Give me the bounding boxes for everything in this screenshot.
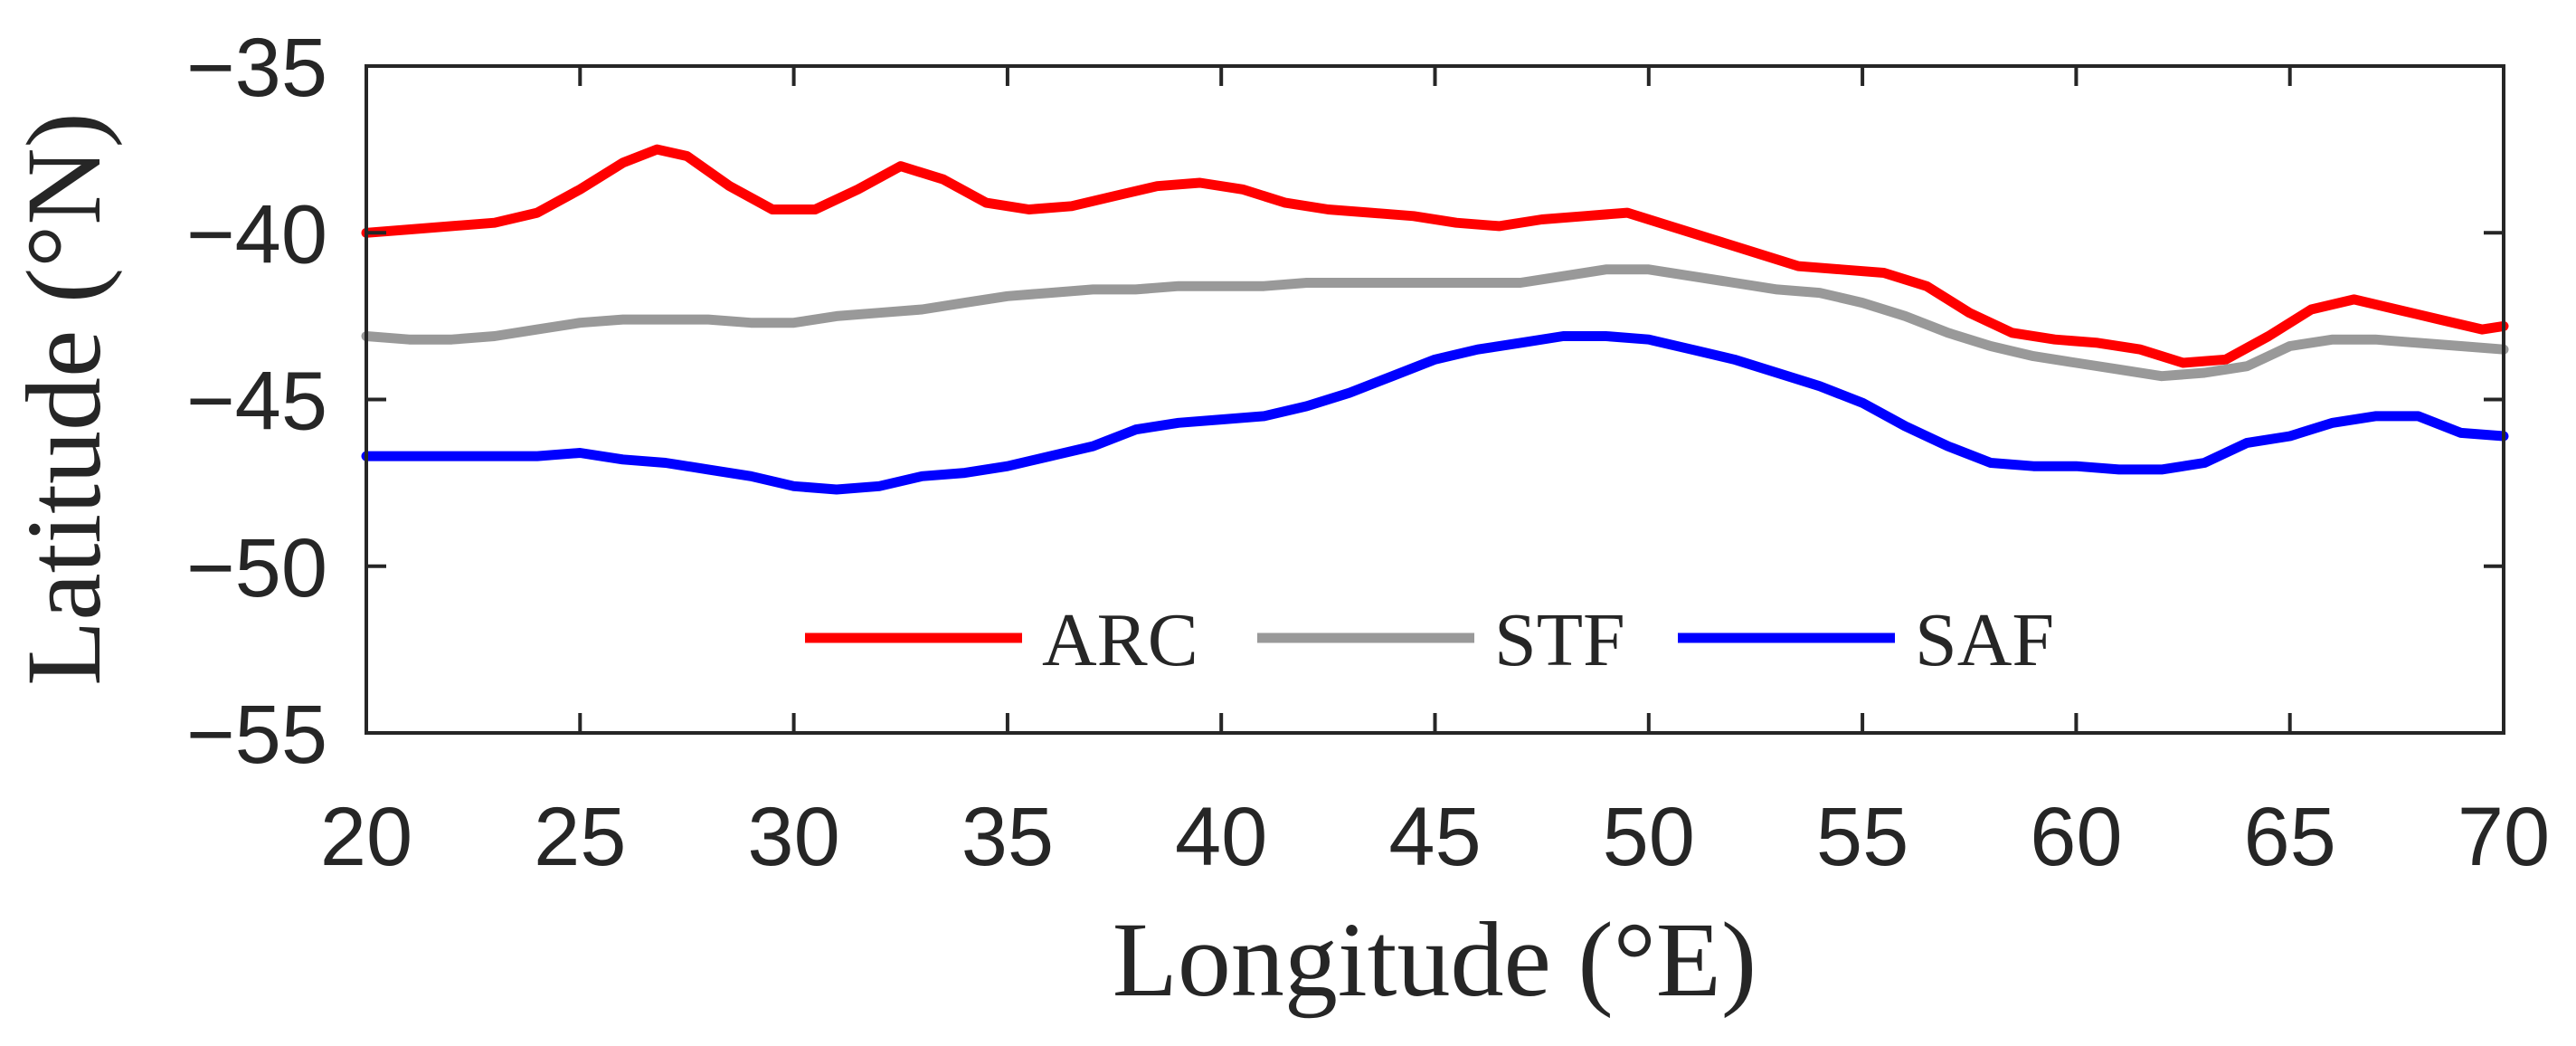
series-line-stf <box>361 264 2509 382</box>
x-tick-label: 65 <box>2244 791 2336 883</box>
x-tick-label: 25 <box>534 791 626 883</box>
y-axis-title: Latitude (°N) <box>5 112 123 686</box>
x-tick-label: 45 <box>1388 791 1481 883</box>
x-tick-label: 60 <box>2030 791 2122 883</box>
x-tick-label: 20 <box>320 791 412 883</box>
x-tick-label: 35 <box>961 791 1054 883</box>
y-tick-label: −45 <box>186 356 327 448</box>
series-line-saf <box>361 331 2509 495</box>
x-tick-label: 70 <box>2458 791 2550 883</box>
x-tick-label: 55 <box>1816 791 1908 883</box>
legend-label-saf: SAF <box>1915 598 2054 682</box>
axis-ticks: 20 25 30 35 40 45 50 55 60 65 70 −35 −40 −45 −50 −55 <box>186 22 2550 883</box>
series-layer <box>361 144 2509 495</box>
series-line-arc <box>361 144 2509 368</box>
legend-label-stf: STF <box>1494 598 1625 682</box>
y-tick-label: −55 <box>186 689 327 781</box>
legend-label-arc: ARC <box>1042 598 1198 682</box>
x-tick-label: 40 <box>1175 791 1267 883</box>
x-axis-title: Longitude (°E) <box>1113 900 1757 1019</box>
y-tick-label: −40 <box>186 188 327 281</box>
x-tick-label: 50 <box>1603 791 1695 883</box>
legend: ARC STF SAF <box>805 598 2054 682</box>
x-tick-label: 30 <box>747 791 839 883</box>
y-tick-label: −35 <box>186 22 327 114</box>
y-tick-label: −50 <box>186 522 327 614</box>
